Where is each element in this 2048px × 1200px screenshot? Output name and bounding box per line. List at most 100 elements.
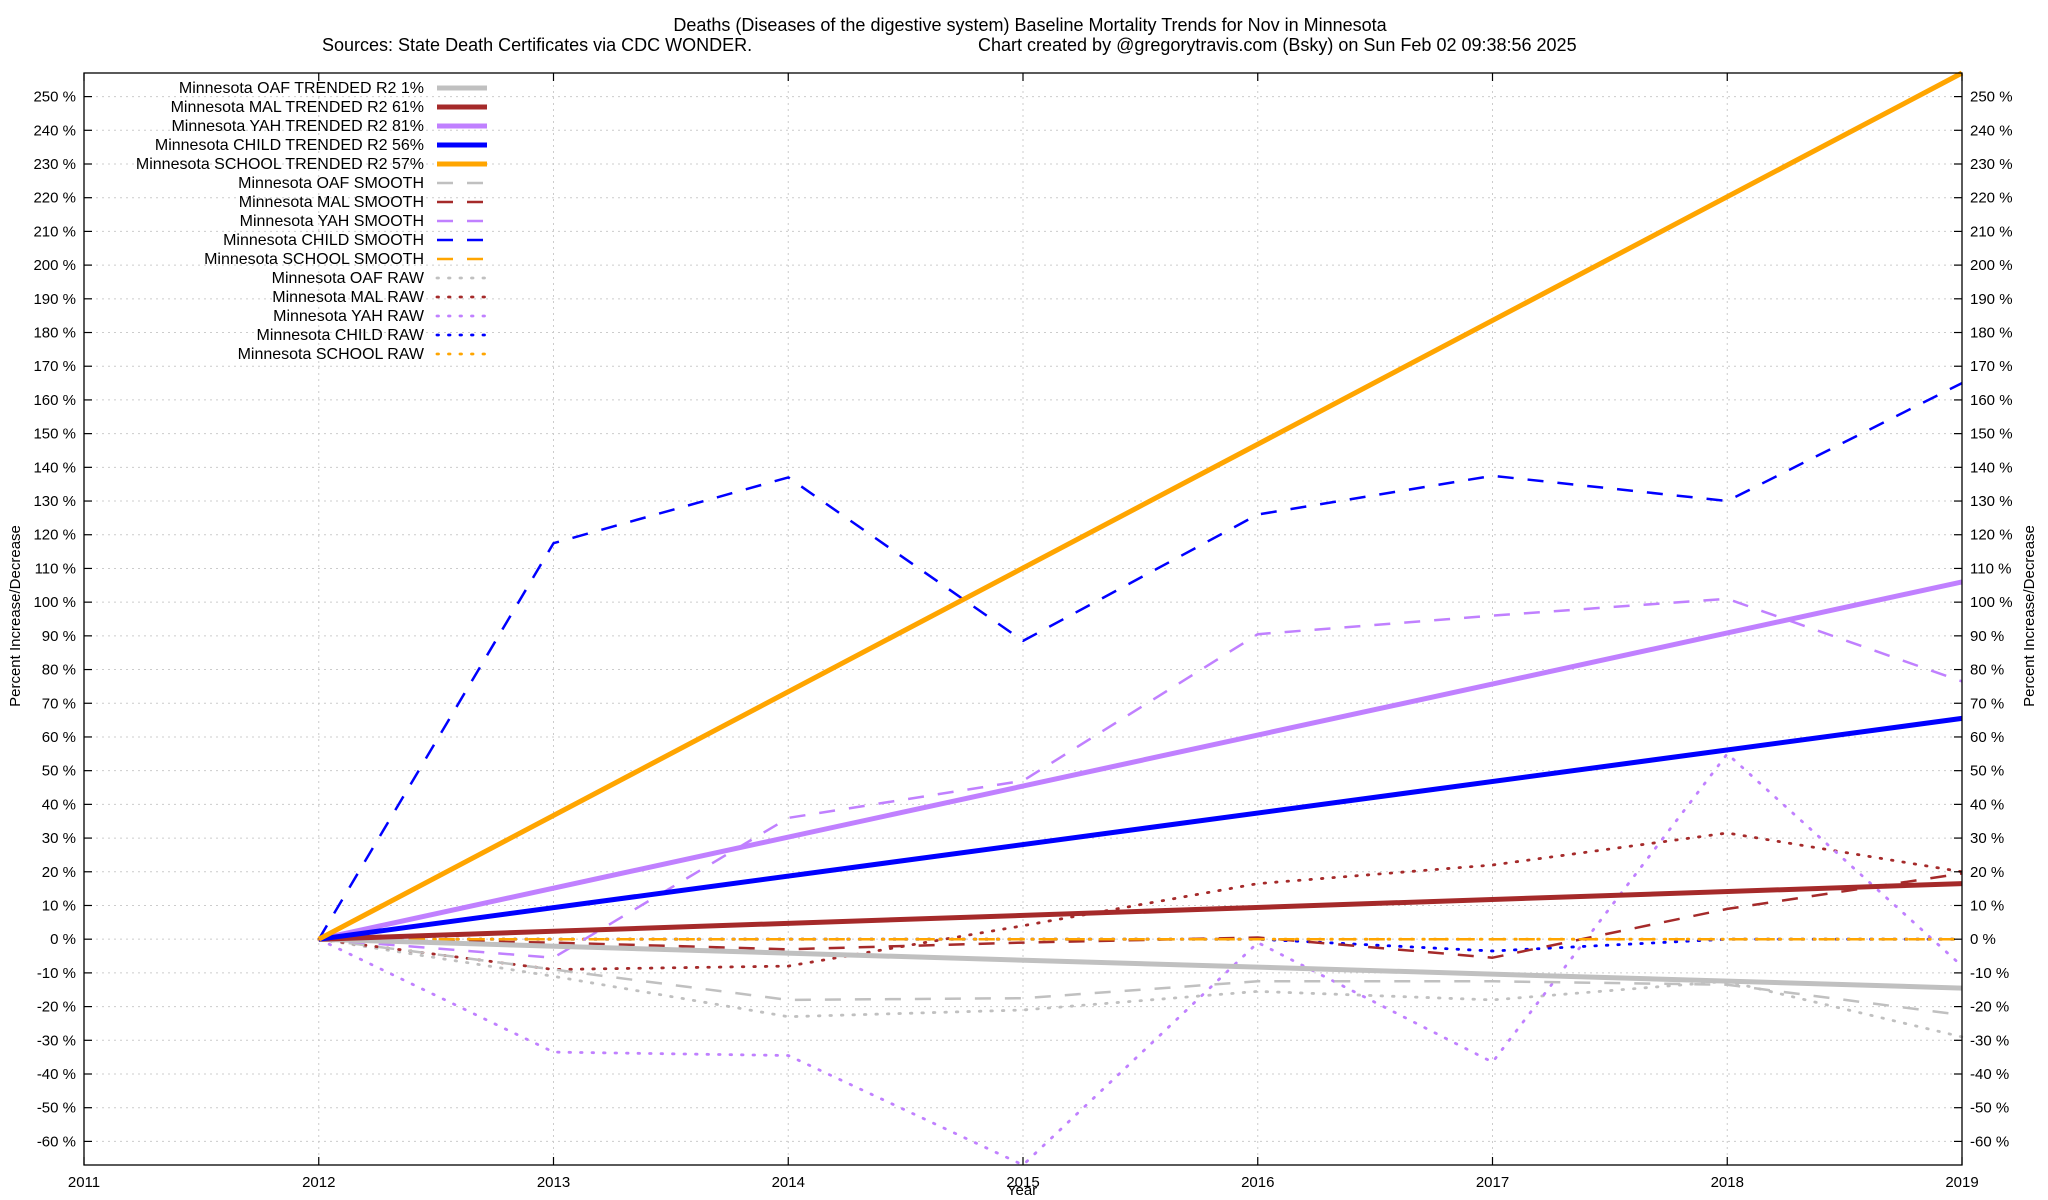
y-tick-label-right: 140 % — [1970, 459, 2013, 476]
y-tick-label-right: 150 % — [1970, 426, 2013, 443]
y-tick-label-left: 130 % — [33, 493, 76, 510]
y-tick-label-right: 0 % — [1970, 931, 1996, 948]
y-tick-label-left: 230 % — [33, 156, 76, 173]
legend-label-yah-trended: Minnesota YAH TRENDED R2 81% — [171, 118, 424, 135]
y-tick-label-left: 100 % — [33, 594, 76, 611]
chart-title: Deaths (Diseases of the digestive system… — [673, 15, 1387, 35]
y-tick-label-left: -10 % — [37, 965, 76, 982]
x-tick-label: 2017 — [1476, 1174, 1509, 1191]
y-tick-label-right: -20 % — [1970, 999, 2009, 1016]
y-tick-label-left: 170 % — [33, 358, 76, 375]
y-tick-label-left: 250 % — [33, 89, 76, 106]
series-line-mal-trended — [318, 881, 1963, 942]
y-tick-label-right: 90 % — [1970, 628, 2004, 645]
legend-label-yah-raw: Minnesota YAH RAW — [273, 308, 425, 325]
chart-subtitle-source: Sources: State Death Certificates via CD… — [322, 35, 752, 55]
y-tick-label-left: 150 % — [33, 426, 76, 443]
y-tick-label-right: -60 % — [1970, 1133, 2009, 1150]
y-tick-label-left: 140 % — [33, 459, 76, 476]
gridlines — [84, 73, 1962, 1165]
series-lines — [317, 70, 1964, 1167]
x-tick-label: 2013 — [537, 1174, 570, 1191]
y-tick-label-right: 200 % — [1970, 257, 2013, 274]
y-tick-label-right: 20 % — [1970, 864, 2004, 881]
legend-label-school-trended: Minnesota SCHOOL TRENDED R2 57% — [136, 156, 424, 173]
legend-label-child-raw: Minnesota CHILD RAW — [257, 327, 425, 344]
y-tick-label-right: 10 % — [1970, 897, 2004, 914]
series-line-yah-trended — [318, 579, 1963, 942]
y-tick-label-left: -50 % — [37, 1100, 76, 1117]
legend-label-mal-trended: Minnesota MAL TRENDED R2 61% — [171, 99, 424, 116]
y-tick-label-right: 180 % — [1970, 325, 2013, 342]
y-tick-label-left: 90 % — [42, 628, 76, 645]
y-tick-label-right: 130 % — [1970, 493, 2013, 510]
y-tick-label-left: 60 % — [42, 729, 76, 746]
y-tick-label-right: 30 % — [1970, 830, 2004, 847]
x-axis-title: Year — [1007, 1182, 1037, 1199]
y-tick-label-right: -50 % — [1970, 1100, 2009, 1117]
legend-label-yah-smooth: Minnesota YAH SMOOTH — [240, 213, 424, 230]
y-axis-title-left: Percent Increase/Decrease — [7, 525, 24, 707]
legend-label-school-raw: Minnesota SCHOOL RAW — [238, 346, 425, 363]
legend-label-child-smooth: Minnesota CHILD SMOOTH — [223, 232, 424, 249]
legend: Minnesota OAF TRENDED R2 1% Minnesota MAL… — [136, 80, 489, 363]
y-tick-label-left: 70 % — [42, 695, 76, 712]
series-line-yah-smooth — [318, 597, 1963, 959]
x-tick-label: 2012 — [302, 1174, 335, 1191]
y-tick-label-left: 120 % — [33, 527, 76, 544]
x-tick-label: 2015 — [1006, 1174, 1039, 1191]
y-tick-label-right: 190 % — [1970, 291, 2013, 308]
series-line-oaf-smooth — [318, 937, 1963, 1017]
legend-label-oaf-raw: Minnesota OAF RAW — [272, 270, 425, 287]
x-tick-label: 2016 — [1241, 1174, 1274, 1191]
y-tick-label-left: 10 % — [42, 897, 76, 914]
y-tick-label-right: 110 % — [1970, 560, 2011, 577]
y-tick-label-right: 100 % — [1970, 594, 2013, 611]
y-tick-label-left: -60 % — [37, 1133, 76, 1150]
legend-label-child-trended: Minnesota CHILD TRENDED R2 56% — [155, 137, 424, 154]
legend-label-oaf-trended: Minnesota OAF TRENDED R2 1% — [179, 80, 424, 97]
y-tick-label-right: 80 % — [1970, 662, 2004, 679]
y-tick-label-left: 160 % — [33, 392, 76, 409]
y-tick-label-left: -20 % — [37, 999, 76, 1016]
series-line-yah-raw — [317, 752, 1964, 1167]
y-tick-label-right: 50 % — [1970, 763, 2004, 780]
series-line-oaf-raw — [317, 937, 1964, 1039]
y-tick-label-right: 240 % — [1970, 122, 2013, 139]
y-tick-label-right: 220 % — [1970, 190, 2013, 207]
series-line-child-raw — [317, 937, 1964, 953]
y-tick-label-right: -30 % — [1970, 1032, 2009, 1049]
y-tick-label-left: 50 % — [42, 763, 76, 780]
axis-ticks: 2011 2012 2013 2014 2015 2016 2017 2018 2019 -60 … — [33, 73, 2013, 1191]
y-axis-title-right: Percent Increase/Decrease — [2021, 525, 2038, 707]
series-line-child-trended — [318, 715, 1963, 942]
y-tick-label-right: 160 % — [1970, 392, 2013, 409]
y-tick-label-left: -40 % — [37, 1066, 76, 1083]
y-tick-label-left: 80 % — [42, 662, 76, 679]
legend-label-oaf-smooth: Minnesota OAF SMOOTH — [238, 175, 424, 192]
y-tick-label-right: 70 % — [1970, 695, 2004, 712]
y-tick-label-left: 30 % — [42, 830, 76, 847]
y-tick-label-left: 240 % — [33, 122, 76, 139]
legend-label-school-smooth: Minnesota SCHOOL SMOOTH — [204, 251, 424, 268]
y-tick-label-left: -30 % — [37, 1032, 76, 1049]
x-tick-label: 2011 — [68, 1174, 100, 1191]
y-tick-label-right: 60 % — [1970, 729, 2004, 746]
y-tick-label-right: -40 % — [1970, 1066, 2009, 1083]
y-tick-label-right: 120 % — [1970, 527, 2013, 544]
chart-subtitle-credit: Chart created by @gregorytravis.com (Bsk… — [978, 35, 1577, 55]
y-tick-label-left: 210 % — [33, 223, 76, 240]
y-tick-label-left: 0 % — [50, 931, 76, 948]
y-tick-label-left: 190 % — [33, 291, 76, 308]
y-tick-label-left: 110 % — [35, 560, 76, 577]
y-tick-label-left: 20 % — [42, 864, 76, 881]
y-tick-label-left: 200 % — [33, 257, 76, 274]
x-tick-label: 2019 — [1945, 1174, 1978, 1191]
y-tick-label-right: 250 % — [1970, 89, 2013, 106]
series-line-school-trended — [317, 70, 1964, 942]
series-line-mal-raw — [317, 831, 1964, 971]
y-tick-label-right: 210 % — [1970, 223, 2013, 240]
legend-label-mal-raw: Minnesota MAL RAW — [272, 289, 425, 306]
y-tick-label-right: 40 % — [1970, 796, 2004, 813]
